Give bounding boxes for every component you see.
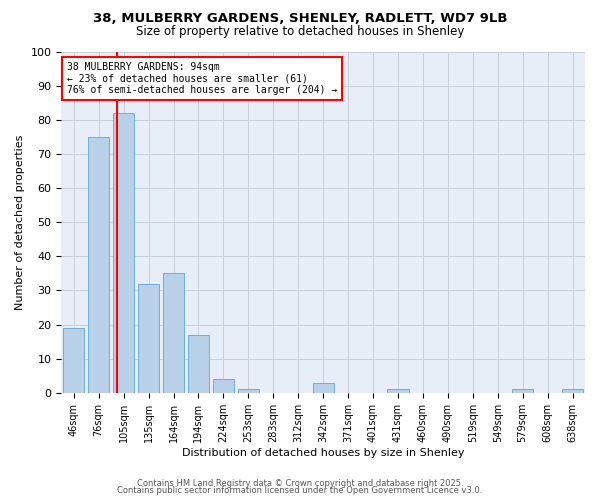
Text: Size of property relative to detached houses in Shenley: Size of property relative to detached ho… xyxy=(136,25,464,38)
Bar xyxy=(163,274,184,393)
Text: 38, MULBERRY GARDENS, SHENLEY, RADLETT, WD7 9LB: 38, MULBERRY GARDENS, SHENLEY, RADLETT, … xyxy=(93,12,507,26)
Bar xyxy=(88,137,109,393)
Text: Contains public sector information licensed under the Open Government Licence v3: Contains public sector information licen… xyxy=(118,486,482,495)
X-axis label: Distribution of detached houses by size in Shenley: Distribution of detached houses by size … xyxy=(182,448,464,458)
Bar xyxy=(113,113,134,393)
Bar xyxy=(238,390,259,393)
Bar xyxy=(188,335,209,393)
Bar xyxy=(562,390,583,393)
Text: Contains HM Land Registry data © Crown copyright and database right 2025.: Contains HM Land Registry data © Crown c… xyxy=(137,478,463,488)
Bar xyxy=(388,390,409,393)
Text: 38 MULBERRY GARDENS: 94sqm
← 23% of detached houses are smaller (61)
76% of semi: 38 MULBERRY GARDENS: 94sqm ← 23% of deta… xyxy=(67,62,337,95)
Y-axis label: Number of detached properties: Number of detached properties xyxy=(15,134,25,310)
Bar xyxy=(63,328,85,393)
Bar xyxy=(213,379,234,393)
Bar xyxy=(313,382,334,393)
Bar xyxy=(138,284,159,393)
Bar xyxy=(512,390,533,393)
